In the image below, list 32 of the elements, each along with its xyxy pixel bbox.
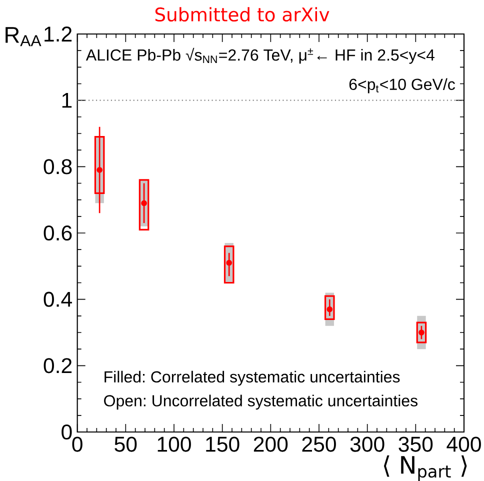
x-tick-label: 50: [114, 436, 137, 452]
x-tick-label: 250: [302, 436, 336, 452]
annotation: Open: Uncorrelated systematic uncertainties: [104, 394, 418, 410]
y-tick-label: 0.8: [44, 159, 72, 174]
point: [226, 260, 232, 266]
x-tick-label: 300: [350, 436, 384, 452]
annotation: 6<p$_{t}$<10 GeV/c: [349, 78, 455, 94]
y-tick-label: 0.2: [44, 358, 72, 374]
y-tick-label: 0.4: [44, 292, 72, 307]
chart-title: Submitted to arXiv: [155, 7, 330, 22]
point: [96, 167, 103, 173]
point: [418, 330, 424, 336]
annotation: ALICE Pb-Pb √s$_{NN}$=2.76 TeV, μ$^{±}$← HF in 2.5<y<4: [86, 48, 434, 64]
annotation: Filled: Correlated systematic uncertainties: [104, 370, 400, 386]
y-tick-label: 1: [62, 92, 72, 108]
x-tick-label: 0: [72, 436, 82, 452]
bar: [324, 295, 335, 320]
bar: [138, 179, 150, 230]
x-tick-label: 350: [398, 436, 433, 452]
bar: [224, 245, 234, 284]
bar: [416, 322, 427, 344]
x-tick-label: 150: [206, 436, 240, 452]
x-tick-label: 100: [158, 436, 191, 452]
x-tick-label: 400: [446, 436, 481, 452]
y-tick-label: 1.2: [44, 26, 72, 42]
y-axis-title: R$_{AA}$: [6, 27, 42, 46]
x-tick-label: 200: [254, 436, 288, 452]
point: [326, 306, 333, 312]
x-axis-title: ⟨ N$_{part}$ ⟩: [384, 455, 467, 481]
y-tick-label: 0: [62, 424, 72, 440]
y-tick-label: 0.6: [44, 225, 72, 241]
point: [141, 200, 147, 206]
